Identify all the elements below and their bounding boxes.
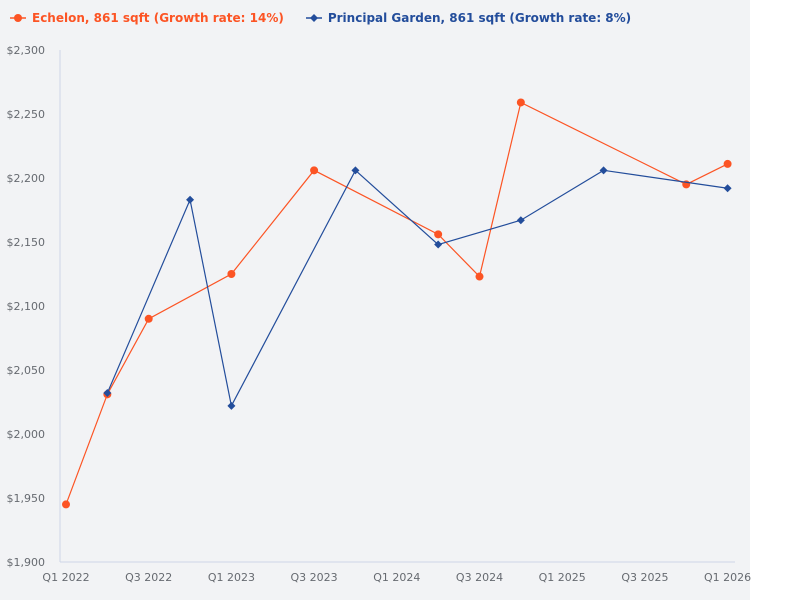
data-point-diamond[interactable] [723, 184, 732, 193]
data-point-diamond[interactable] [434, 240, 443, 249]
legend-label-echelon: Echelon, 861 sqft (Growth rate: 14%) [32, 11, 284, 25]
y-tick-label: $2,100 [7, 300, 46, 313]
legend-item-principal-garden[interactable]: Principal Garden, 861 sqft (Growth rate:… [305, 11, 632, 25]
data-point-circle[interactable] [516, 98, 525, 107]
x-tick-label: Q1 2023 [208, 571, 255, 584]
x-tick-label: Q3 2024 [456, 571, 503, 584]
chart-legend: Echelon, 861 sqft (Growth rate: 14%) Pri… [10, 8, 631, 28]
data-point-diamond[interactable] [186, 195, 195, 204]
x-tick-label: Q3 2022 [125, 571, 172, 584]
series-layer [62, 98, 732, 509]
x-tick-label: Q1 2026 [704, 571, 751, 584]
data-point-diamond[interactable] [103, 389, 112, 398]
series-line [106, 169, 728, 408]
y-axis: $2,300 $2,250 $2,200 $2,150 $2,100 $2,050 $2,0… [7, 44, 61, 569]
y-tick-label: $2,000 [7, 428, 46, 441]
diamond-marker-icon [305, 14, 322, 22]
data-point-circle[interactable] [475, 272, 484, 281]
data-point-circle[interactable] [434, 230, 443, 239]
x-tick-label: Q1 2024 [373, 571, 420, 584]
data-point-diamond[interactable] [599, 166, 608, 175]
y-tick-label: $1,950 [7, 492, 46, 505]
series-line [65, 101, 728, 505]
series-echelon [62, 98, 732, 509]
legend-label-principal-garden: Principal Garden, 861 sqft (Growth rate:… [327, 11, 632, 25]
x-tick-label: Q3 2025 [621, 571, 668, 584]
y-tick-label: $2,050 [7, 364, 46, 377]
data-point-circle[interactable] [227, 270, 236, 278]
y-tick-label: $2,300 [7, 44, 46, 57]
x-tick-label: Q3 2023 [291, 571, 338, 584]
data-point-diamond[interactable] [351, 166, 360, 175]
x-tick-label: Q1 2025 [539, 571, 586, 584]
legend-item-echelon[interactable]: Echelon, 861 sqft (Growth rate: 14%) [10, 11, 284, 25]
y-tick-label: $2,150 [7, 236, 46, 249]
y-tick-label: $2,250 [7, 108, 46, 121]
series-principal-garden [103, 166, 732, 410]
data-point-diamond[interactable] [516, 216, 525, 225]
data-point-diamond[interactable] [227, 401, 236, 410]
x-tick-label: Q1 2022 [42, 571, 89, 584]
data-point-circle[interactable] [310, 166, 319, 175]
data-point-circle[interactable] [723, 159, 732, 168]
y-tick-label: $2,200 [7, 172, 46, 185]
data-point-circle[interactable] [62, 500, 70, 509]
x-axis: Q1 2022 Q3 2022 Q1 2023 Q3 2023 Q1 2024 Q3 20… [42, 561, 751, 584]
circle-marker-icon [10, 14, 26, 22]
chart-panel [0, 0, 750, 600]
y-tick-label: $1,900 [7, 556, 46, 569]
data-point-circle[interactable] [144, 314, 153, 323]
